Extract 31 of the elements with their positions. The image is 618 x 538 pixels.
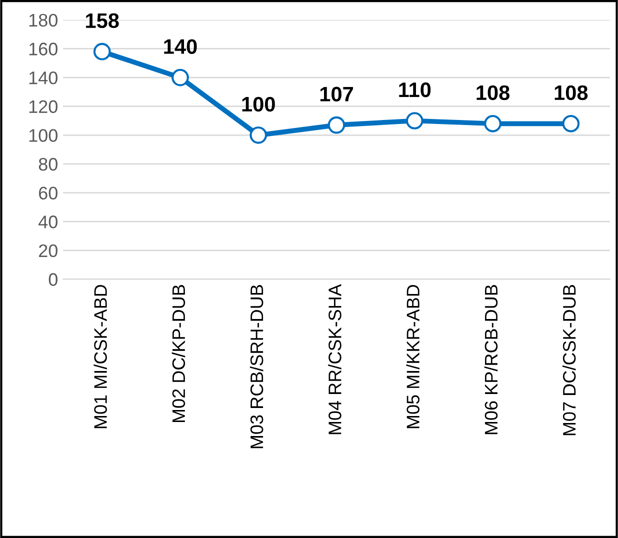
y-tick-label: 80 <box>38 158 58 171</box>
point <box>250 126 268 144</box>
point <box>562 114 580 132</box>
data-label: 100 <box>242 96 275 112</box>
y-tick-label: 140 <box>29 71 58 84</box>
y-tick-label: 100 <box>29 129 58 142</box>
y-tick-label: 20 <box>39 244 58 258</box>
y-tick-label: 160 <box>29 42 58 56</box>
point <box>484 114 502 132</box>
data-label: 140 <box>164 39 197 54</box>
point <box>406 112 424 130</box>
data-label: 108 <box>554 85 588 100</box>
y-tick-label: 120 <box>29 100 58 114</box>
y-tick-label: 40 <box>38 216 58 228</box>
y-tick-label: 180 <box>29 14 58 27</box>
x-tick-label: M06 KP/RCB-DUB <box>484 285 498 434</box>
data-label: 110 <box>399 82 431 98</box>
x-tick-label: M02 DC/KP-DUB <box>172 285 186 422</box>
x-tick-label: M01 MI/CSK-ABD <box>94 284 107 428</box>
y-tick-label: 0 <box>48 273 58 286</box>
x-tick-label: M05 MI/KKR-ABD <box>406 284 420 428</box>
x-tick-label: M04 RR/CSK-SHA <box>328 284 342 434</box>
point <box>93 42 111 60</box>
data-label: 158 <box>86 13 119 28</box>
data-label: 108 <box>476 85 510 100</box>
y-tick-label: 60 <box>39 186 58 200</box>
point <box>328 116 346 134</box>
x-tick-label: M07 DC/CSK-DUB <box>562 285 576 436</box>
point <box>172 68 189 86</box>
x-tick-label: M03 RCB/SRH-DUB <box>250 285 264 448</box>
data-label: 107 <box>320 86 353 102</box>
